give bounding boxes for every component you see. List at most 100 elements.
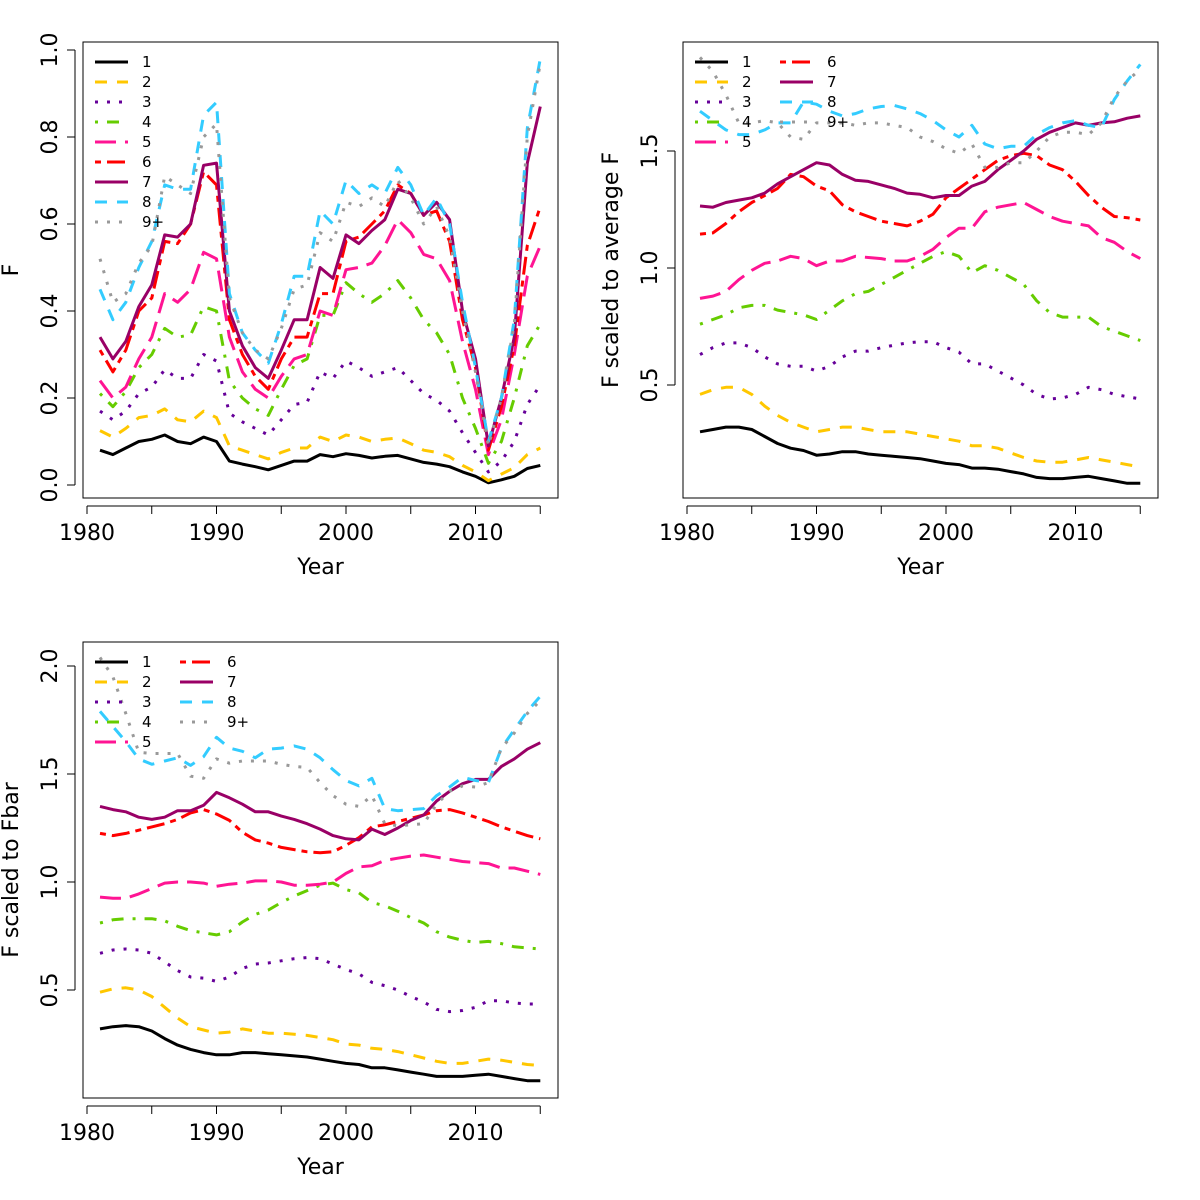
legend-label: 5 — [742, 133, 752, 151]
legend-label: 2 — [142, 73, 152, 91]
legend-label: 4 — [142, 713, 152, 731]
legend-label: 4 — [742, 113, 752, 131]
legend-label: 2 — [742, 73, 752, 91]
legend-label: 1 — [142, 53, 152, 71]
x-tick-label: 2010 — [448, 1121, 504, 1146]
series-line-age-1 — [99, 1024, 541, 1083]
legend-label: 9+ — [227, 713, 249, 731]
x-tick-label: 2000 — [918, 521, 974, 546]
x-axis-label: Year — [896, 555, 945, 580]
x-tick-label: 1980 — [59, 1121, 115, 1146]
y-axis-label: F — [0, 264, 24, 277]
legend: 1 2 3 4 5 6 7 8 9+ — [95, 653, 249, 751]
x-tick-label: 1980 — [659, 521, 715, 546]
y-tick-label: 0.0 — [38, 468, 63, 503]
series-line-age-6 — [699, 151, 1141, 236]
panel-1: 1980 1990 2000 2010 Year 0.0 0.2 0.4 0.6 0.8 1.0 F 1… — [0, 33, 559, 580]
series-line-age-7 — [98, 106, 542, 448]
series-group — [698, 56, 1142, 485]
series-line-age-2 — [699, 385, 1141, 469]
panel-3: 1980 1990 2000 2010 Year 0.5 1.0 1.5 2.0 F scaled… — [0, 641, 559, 1180]
y-tick-label: 2.0 — [38, 649, 63, 684]
series-line-age-5 — [98, 218, 542, 457]
series-line-age-2 — [99, 986, 541, 1068]
x-tick-label: 1990 — [189, 1121, 245, 1146]
series-line-age-3 — [699, 340, 1141, 401]
y-axis-label: F scaled to Fbar — [0, 781, 24, 957]
series-line-age-8 — [98, 695, 542, 813]
legend: 1 2 3 4 5 6 7 8 9+ — [95, 53, 164, 231]
series-line-age-6 — [99, 808, 541, 855]
legend-label: 6 — [227, 653, 237, 671]
y-tick-label: 1.0 — [38, 33, 63, 68]
legend-label: 7 — [827, 73, 837, 91]
y-axis-label: F scaled to average F — [599, 152, 624, 388]
series-line-age-1 — [699, 425, 1141, 485]
legend-label: 5 — [142, 733, 152, 751]
x-tick-label: 1980 — [59, 521, 115, 546]
legend-label: 6 — [827, 53, 837, 71]
plot-frame — [682, 41, 1159, 499]
y-tick-label: 0.5 — [38, 973, 63, 1008]
series-line-age-7 — [99, 741, 541, 842]
series-line-age-9plus — [698, 56, 1142, 169]
legend-label: 1 — [142, 653, 152, 671]
y-tick-label: 0.2 — [38, 381, 63, 416]
plot-frame — [82, 641, 559, 1099]
series-line-age-9plus — [98, 62, 542, 448]
legend-label: 9+ — [142, 213, 164, 231]
y-tick-label: 0.6 — [38, 207, 63, 242]
x-axis: 1980 1990 2000 2010 Year — [659, 505, 1141, 580]
legend-label: 7 — [227, 673, 237, 691]
x-axis-label: Year — [296, 555, 345, 580]
series-group — [98, 656, 542, 1083]
x-axis: 1980 1990 2000 2010 Year — [59, 505, 541, 580]
series-group — [98, 58, 542, 485]
legend-label: 8 — [227, 693, 237, 711]
y-tick-label: 1.5 — [38, 757, 63, 792]
series-line-age-4 — [99, 881, 541, 951]
y-tick-label: 1.0 — [638, 251, 663, 286]
y-axis: 0.5 1.0 1.5 2.0 F scaled to Fbar — [0, 649, 76, 1008]
series-line-age-7 — [699, 114, 1141, 209]
y-axis: 0.0 0.2 0.4 0.6 0.8 1.0 F — [0, 33, 76, 503]
x-tick-label: 2010 — [1048, 521, 1104, 546]
legend-label: 3 — [742, 93, 752, 111]
series-line-age-8 — [699, 63, 1142, 151]
x-tick-label: 2000 — [318, 521, 374, 546]
y-tick-label: 0.4 — [38, 294, 63, 329]
panel-2: 1980 1990 2000 2010 Year 0.5 1.0 1.5 F scaled to… — [599, 41, 1159, 580]
series-line-age-2 — [99, 407, 541, 483]
legend-label: 5 — [142, 133, 152, 151]
x-axis-label: Year — [296, 1155, 345, 1180]
y-tick-label: 0.8 — [38, 120, 63, 155]
legend-label: 9+ — [827, 113, 849, 131]
x-axis: 1980 1990 2000 2010 Year — [59, 1105, 541, 1180]
y-tick-label: 1.5 — [638, 134, 663, 169]
legend-label: 7 — [142, 173, 152, 191]
series-line-age-3 — [99, 947, 541, 1014]
y-tick-label: 1.0 — [38, 865, 63, 900]
legend: 1 2 3 4 5 6 7 8 9+ — [695, 53, 849, 151]
legend-label: 4 — [142, 113, 152, 131]
series-line-age-9plus — [98, 656, 542, 828]
legend-label: 6 — [142, 153, 152, 171]
y-tick-label: 0.5 — [638, 368, 663, 403]
legend-label: 3 — [142, 93, 152, 111]
legend-label: 8 — [827, 93, 837, 111]
series-line-age-5 — [99, 853, 541, 900]
legend-label: 1 — [742, 53, 752, 71]
x-tick-label: 1990 — [189, 521, 245, 546]
legend-label: 3 — [142, 693, 152, 711]
y-axis: 0.5 1.0 1.5 F scaled to average F — [599, 134, 676, 403]
x-tick-label: 2010 — [448, 521, 504, 546]
series-line-age-1 — [99, 433, 541, 485]
x-tick-label: 2000 — [318, 1121, 374, 1146]
legend-label: 2 — [142, 673, 152, 691]
legend-label: 8 — [142, 193, 152, 211]
x-tick-label: 1990 — [789, 521, 845, 546]
series-line-age-5 — [699, 201, 1142, 300]
series-line-age-4 — [699, 250, 1141, 342]
plot-frame — [82, 41, 559, 499]
